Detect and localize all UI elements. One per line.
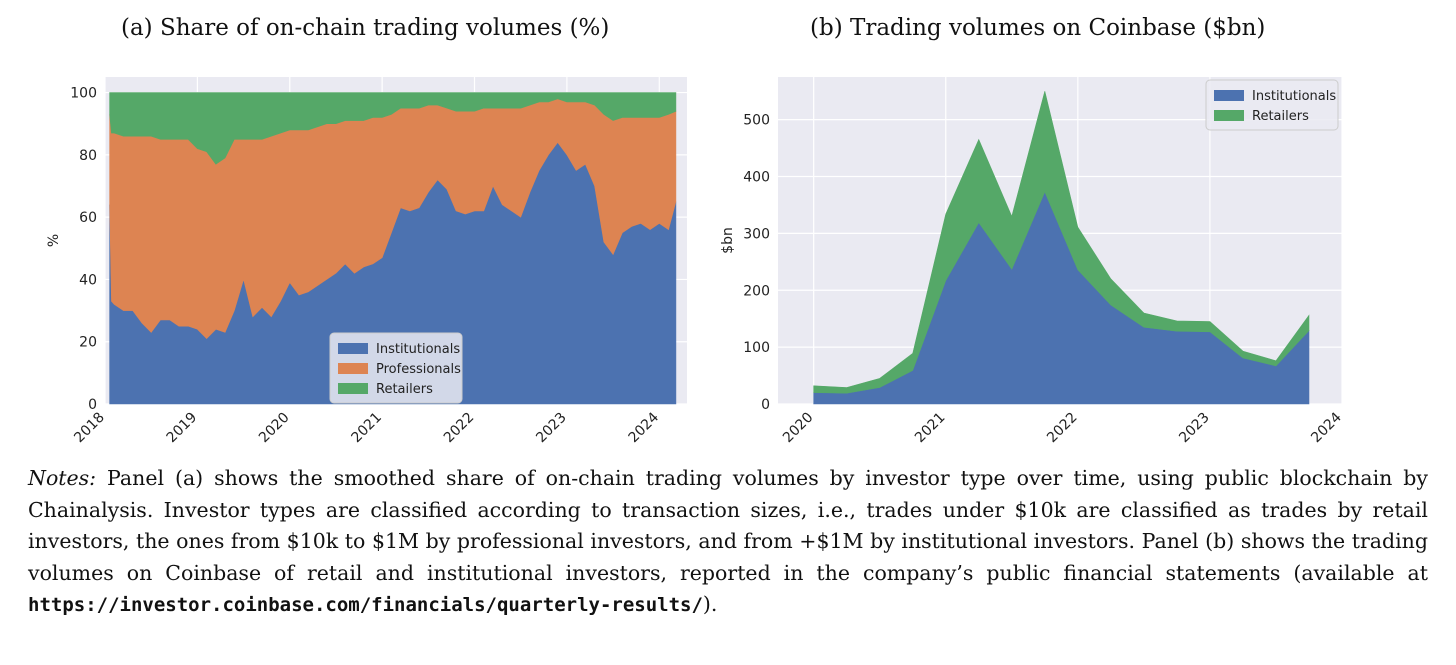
legend-label: Retailers xyxy=(1252,109,1309,124)
notes: Notes: Panel (a) shows the smoothed shar… xyxy=(28,463,1428,622)
notes-end: ). xyxy=(702,592,718,616)
y-tick-label: 100 xyxy=(70,86,97,102)
legend-swatch xyxy=(1214,90,1244,101)
legend-swatch xyxy=(338,343,368,354)
notes-text: Panel (a) shows the smoothed share of on… xyxy=(28,466,1428,585)
x-tick-label: 2021 xyxy=(912,410,949,447)
y-tick-label: 80 xyxy=(79,148,97,164)
area-retailers xyxy=(813,91,1310,394)
x-tick-label: 2020 xyxy=(780,410,817,447)
legend-label: Institutionals xyxy=(376,342,460,357)
y-tick-label: 100 xyxy=(743,340,770,356)
x-tick-label: 2023 xyxy=(1176,410,1213,447)
area-retailers xyxy=(109,92,677,165)
y-tick-label: 0 xyxy=(761,397,770,413)
y-tick-label: 60 xyxy=(79,210,97,226)
legend-label: Retailers xyxy=(376,382,433,397)
legend-swatch xyxy=(1214,110,1244,121)
y-tick-label: 40 xyxy=(79,272,97,288)
y-tick-label: 20 xyxy=(79,335,97,351)
legend-swatch xyxy=(338,363,368,374)
y-axis-title: $bn xyxy=(720,227,736,254)
y-tick-label: 300 xyxy=(743,226,770,242)
panel-b-title: (b) Trading volumes on Coinbase ($bn) xyxy=(810,15,1266,41)
y-tick-label: 400 xyxy=(743,170,770,186)
y-tick-label: 200 xyxy=(743,283,770,299)
notes-label: Notes: xyxy=(28,466,97,490)
legend-label: Institutionals xyxy=(1252,89,1336,104)
chart-b: 0 100 200 300 400 500 2020 2021 2022 2023 2024 $bn I… xyxy=(720,77,1345,447)
x-tick-label: 2024 xyxy=(1308,409,1345,446)
y-tick-label: 0 xyxy=(88,397,97,413)
panel-a-title: (a) Share of on-chain trading volumes (%… xyxy=(121,15,610,41)
x-tick-label: 2022 xyxy=(1044,410,1081,447)
notes-url[interactable]: https://investor.coinbase.com/financials… xyxy=(28,594,703,616)
legend-label: Professionals xyxy=(376,362,461,377)
legend-swatch xyxy=(338,383,368,394)
y-axis-title: % xyxy=(46,234,62,247)
y-tick-label: 500 xyxy=(743,113,770,129)
